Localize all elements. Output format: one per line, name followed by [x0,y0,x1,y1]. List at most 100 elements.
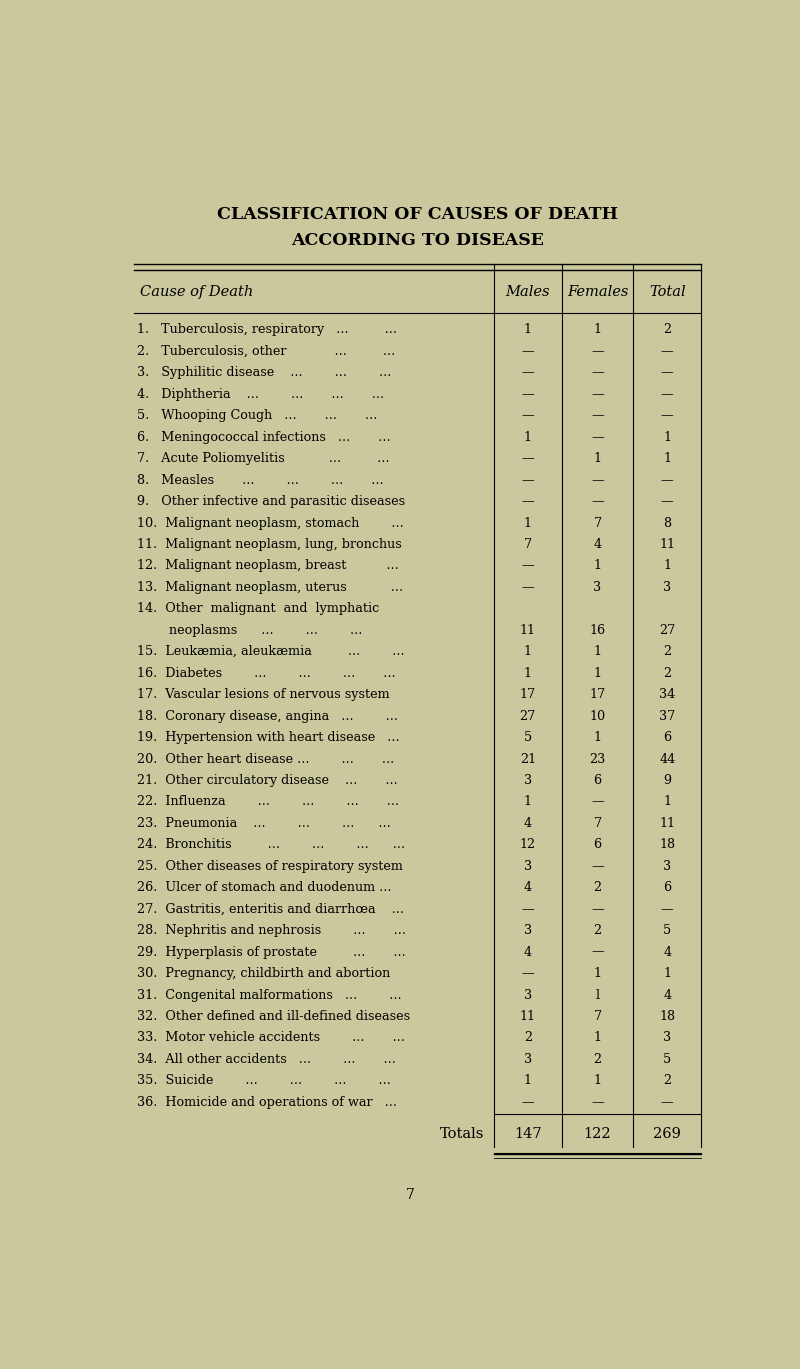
Text: 3: 3 [594,580,602,594]
Text: 1: 1 [594,1075,602,1087]
Text: 37: 37 [659,709,675,723]
Text: 25.  Other diseases of respiratory system: 25. Other diseases of respiratory system [138,860,403,873]
Text: Totals: Totals [440,1127,485,1142]
Text: —: — [522,902,534,916]
Text: 269: 269 [654,1127,682,1142]
Text: 11: 11 [659,817,675,830]
Text: Females: Females [567,285,628,298]
Text: 1: 1 [594,645,602,658]
Text: 13.  Malignant neoplasm, uterus           ...: 13. Malignant neoplasm, uterus ... [138,580,403,594]
Text: ACCORDING TO DISEASE: ACCORDING TO DISEASE [291,231,544,249]
Text: 21: 21 [520,753,536,765]
Text: 22.  Influenza        ...        ...        ...       ...: 22. Influenza ... ... ... ... [138,795,399,809]
Text: 2.   Tuberculosis, other            ...         ...: 2. Tuberculosis, other ... ... [138,345,395,357]
Text: 3: 3 [663,860,671,873]
Text: 1.   Tuberculosis, respiratory   ...         ...: 1. Tuberculosis, respiratory ... ... [138,323,397,337]
Text: 3.   Syphilitic disease    ...        ...        ...: 3. Syphilitic disease ... ... ... [138,367,391,379]
Text: —: — [522,1095,534,1109]
Text: 6: 6 [663,882,671,894]
Text: 10.  Malignant neoplasm, stomach        ...: 10. Malignant neoplasm, stomach ... [138,516,404,530]
Text: —: — [661,345,674,357]
Text: —: — [591,496,604,508]
Text: 18: 18 [659,1010,675,1023]
Text: 7: 7 [406,1188,414,1202]
Text: 2: 2 [594,1053,602,1066]
Text: 23.  Pneumonia    ...        ...        ...      ...: 23. Pneumonia ... ... ... ... [138,817,391,830]
Text: 18.  Coronary disease, angina   ...        ...: 18. Coronary disease, angina ... ... [138,709,398,723]
Text: 12: 12 [520,838,536,852]
Text: 7: 7 [594,516,602,530]
Text: 34.  All other accidents   ...        ...       ...: 34. All other accidents ... ... ... [138,1053,396,1066]
Text: Males: Males [506,285,550,298]
Text: —: — [522,367,534,379]
Text: 11: 11 [659,538,675,550]
Text: —: — [591,345,604,357]
Text: —: — [591,795,604,809]
Text: Total: Total [649,285,686,298]
Text: 1: 1 [663,560,671,572]
Text: 9: 9 [663,773,671,787]
Text: 2: 2 [594,924,602,938]
Text: 2: 2 [663,1075,671,1087]
Text: 4: 4 [663,946,671,958]
Text: 3: 3 [524,924,532,938]
Text: 6.   Meningococcal infections   ...       ...: 6. Meningococcal infections ... ... [138,431,391,444]
Text: 1: 1 [663,452,671,465]
Text: 26.  Ulcer of stomach and duodenum ...: 26. Ulcer of stomach and duodenum ... [138,882,392,894]
Text: —: — [591,387,604,401]
Text: 4: 4 [663,988,671,1002]
Text: 1: 1 [594,967,602,980]
Text: 28.  Nephritis and nephrosis        ...       ...: 28. Nephritis and nephrosis ... ... [138,924,406,938]
Text: 2: 2 [524,1031,532,1045]
Text: —: — [661,409,674,422]
Text: 32.  Other defined and ill-defined diseases: 32. Other defined and ill-defined diseas… [138,1010,410,1023]
Text: 8.   Measles       ...        ...        ...       ...: 8. Measles ... ... ... ... [138,474,384,486]
Text: —: — [661,902,674,916]
Text: 1: 1 [524,1075,532,1087]
Text: —: — [591,367,604,379]
Text: 4: 4 [524,882,532,894]
Text: 11: 11 [520,624,536,637]
Text: 44: 44 [659,753,675,765]
Text: 5: 5 [663,1053,671,1066]
Text: 9.   Other infective and parasitic diseases: 9. Other infective and parasitic disease… [138,496,406,508]
Text: 3: 3 [524,1053,532,1066]
Text: 7: 7 [594,1010,602,1023]
Text: —: — [591,474,604,486]
Text: 3: 3 [524,773,532,787]
Text: l: l [595,988,600,1002]
Text: 5: 5 [524,731,532,745]
Text: 1: 1 [663,795,671,809]
Text: 1: 1 [524,323,532,337]
Text: 36.  Homicide and operations of war   ...: 36. Homicide and operations of war ... [138,1095,397,1109]
Text: 10: 10 [590,709,606,723]
Text: 6: 6 [594,773,602,787]
Text: 2: 2 [663,667,671,680]
Text: 11: 11 [520,1010,536,1023]
Text: 2: 2 [663,323,671,337]
Text: 1: 1 [594,323,602,337]
Text: —: — [661,367,674,379]
Text: —: — [661,496,674,508]
Text: 24.  Bronchitis         ...        ...        ...      ...: 24. Bronchitis ... ... ... ... [138,838,406,852]
Text: —: — [661,474,674,486]
Text: 16: 16 [590,624,606,637]
Text: CLASSIFICATION OF CAUSES OF DEATH: CLASSIFICATION OF CAUSES OF DEATH [218,207,618,223]
Text: 7: 7 [524,538,532,550]
Text: 27: 27 [520,709,536,723]
Text: 34: 34 [659,689,675,701]
Text: 5: 5 [663,924,671,938]
Text: 12.  Malignant neoplasm, breast          ...: 12. Malignant neoplasm, breast ... [138,560,399,572]
Text: 27: 27 [659,624,675,637]
Text: 35.  Suicide        ...        ...        ...        ...: 35. Suicide ... ... ... ... [138,1075,391,1087]
Text: 19.  Hypertension with heart disease   ...: 19. Hypertension with heart disease ... [138,731,400,745]
Text: 7: 7 [594,817,602,830]
Text: —: — [591,431,604,444]
Text: 3: 3 [663,580,671,594]
Text: 33.  Motor vehicle accidents        ...       ...: 33. Motor vehicle accidents ... ... [138,1031,405,1045]
Text: 1: 1 [594,667,602,680]
Text: 1: 1 [663,967,671,980]
Text: 1: 1 [594,731,602,745]
Text: 3: 3 [524,860,532,873]
Text: 122: 122 [584,1127,611,1142]
